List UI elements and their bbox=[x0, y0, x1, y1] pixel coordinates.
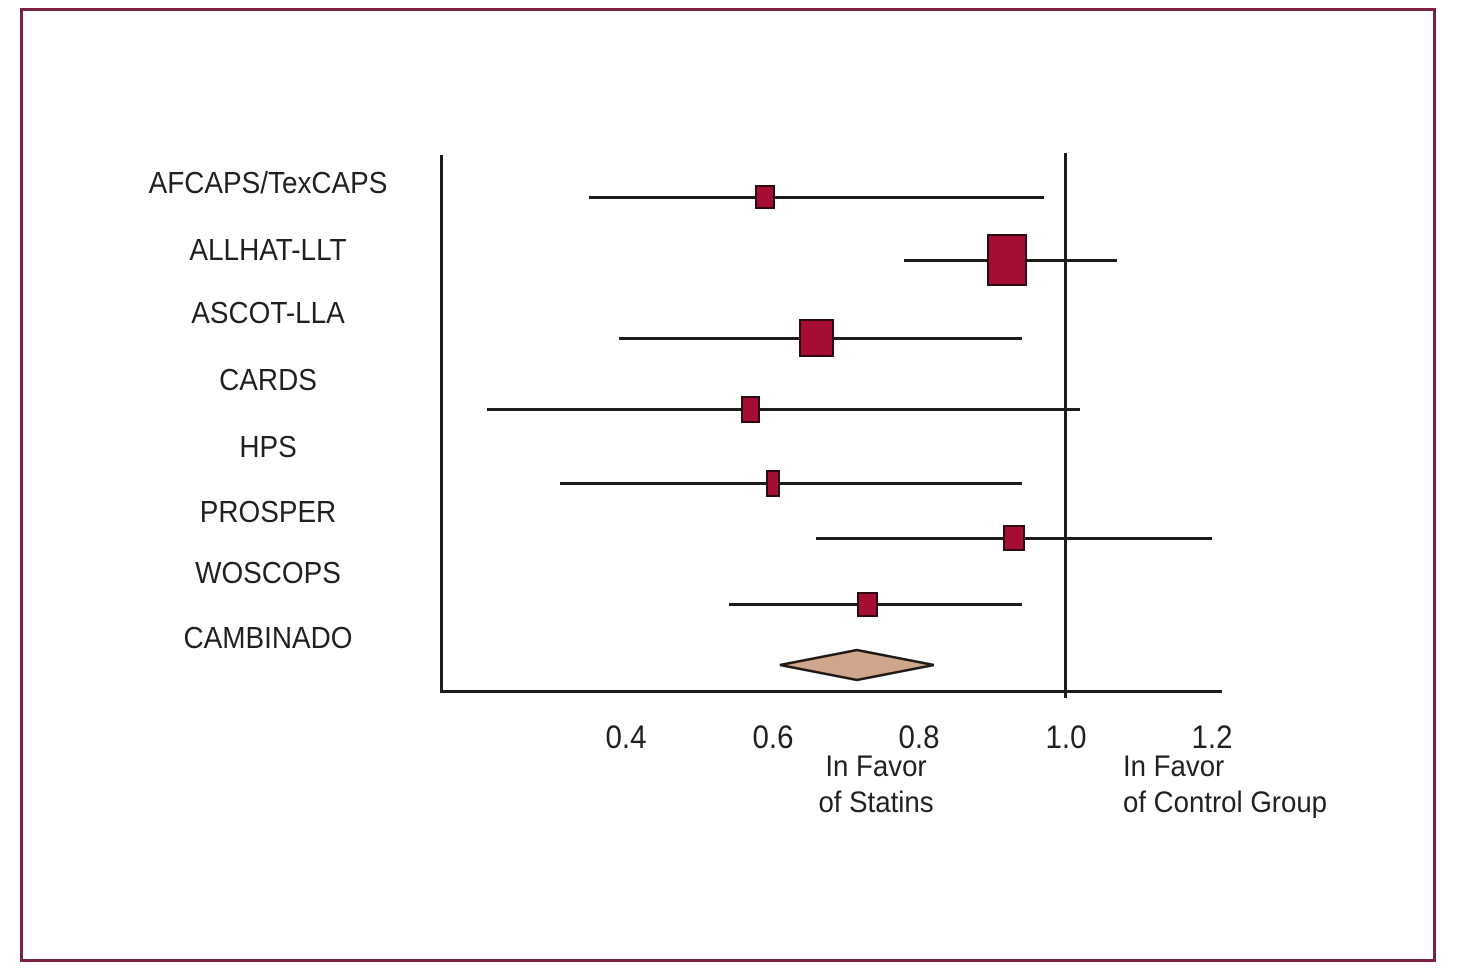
estimate-marker bbox=[741, 395, 761, 423]
trial-label: AFCAPS/TexCAPS bbox=[148, 165, 388, 200]
trial-label: ASCOT-LLA bbox=[191, 295, 345, 330]
estimate-marker bbox=[986, 234, 1027, 286]
summary-diamond-shape bbox=[779, 648, 934, 682]
trial-label: WOSCOPS bbox=[195, 555, 341, 590]
caption-favor-statins: In Favor of Statins bbox=[738, 749, 1014, 821]
estimate-marker bbox=[857, 591, 879, 617]
estimate-marker bbox=[1003, 525, 1026, 551]
trial-label: HPS bbox=[239, 429, 297, 464]
caption-favor-statins-line1: In Favor bbox=[825, 750, 927, 783]
caption-favor-control-line2: of Control Group bbox=[1123, 786, 1328, 819]
x-tick-label: 1.2 bbox=[1191, 719, 1233, 755]
x-tick-label: 0.6 bbox=[752, 719, 793, 755]
caption-favor-control-group: In Favor of Control Group bbox=[1123, 749, 1436, 821]
ci-line bbox=[486, 408, 1081, 411]
x-tick-label: 0.4 bbox=[605, 719, 647, 755]
trial-label: ALLHAT-LLT bbox=[189, 232, 347, 267]
caption-favor-control-line1: In Favor bbox=[1123, 750, 1225, 783]
estimate-marker bbox=[765, 469, 780, 497]
figure-border bbox=[20, 8, 1436, 962]
y-axis-line bbox=[440, 155, 443, 693]
estimate-marker bbox=[798, 319, 834, 357]
ci-line bbox=[560, 482, 1022, 485]
x-tick-label: 1.0 bbox=[1045, 719, 1086, 755]
reference-line bbox=[1064, 153, 1067, 698]
caption-favor-statins-line2: of Statins bbox=[818, 786, 934, 819]
ci-line bbox=[589, 196, 1044, 199]
trial-label: PROSPER bbox=[199, 494, 337, 529]
trial-label: CAMBINADO bbox=[183, 620, 353, 655]
estimate-marker bbox=[755, 185, 776, 209]
x-axis-line bbox=[440, 690, 1222, 693]
summary-diamond bbox=[779, 648, 934, 682]
trial-label: CARDS bbox=[219, 362, 317, 397]
x-tick-label: 0.8 bbox=[898, 719, 940, 755]
